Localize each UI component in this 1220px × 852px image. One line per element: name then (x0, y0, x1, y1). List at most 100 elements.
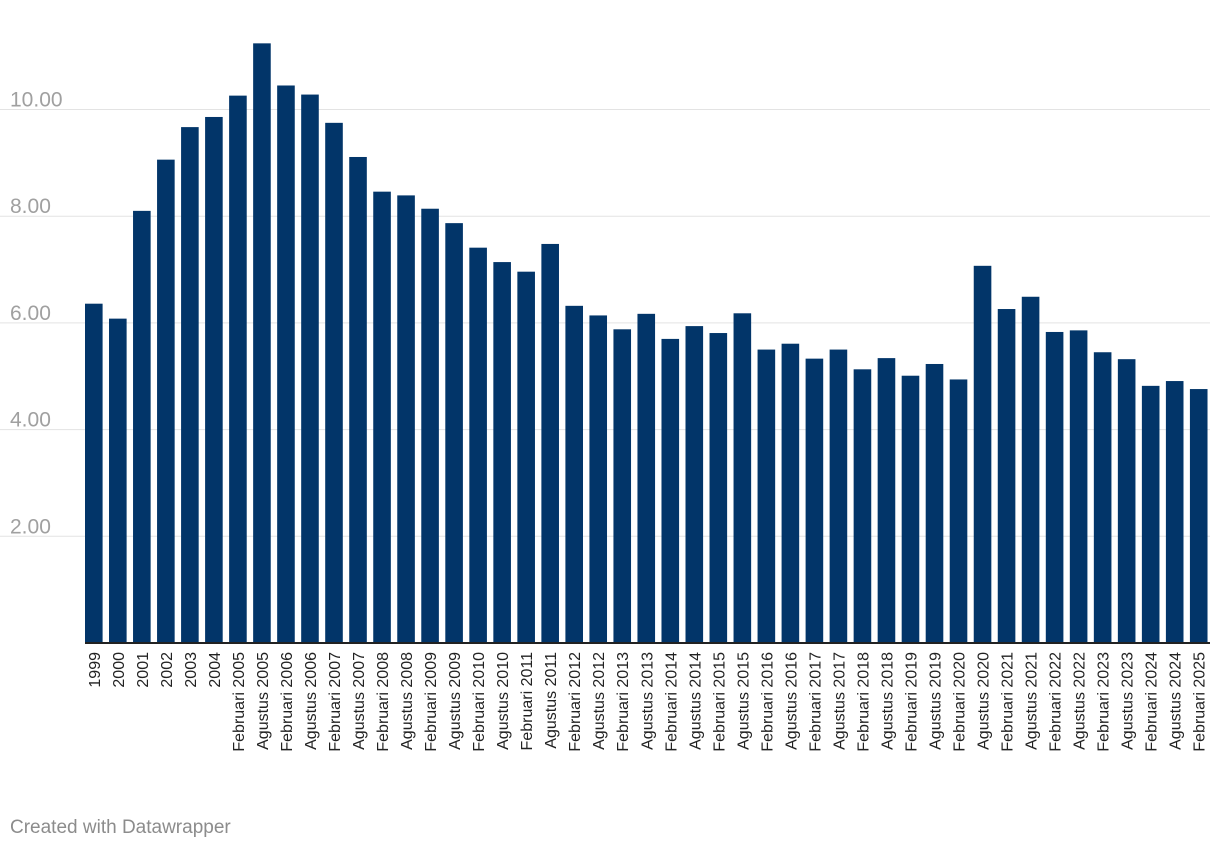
x-axis-labels: 1999 2000 2001 2002 2003 2004 Februari 2005 Agu… (87, 652, 1209, 752)
bar[interactable] (1141, 385, 1160, 643)
bar[interactable] (781, 343, 800, 643)
y-axis-ticks: 2.00 4.00 6.00 8.00 10.00 (10, 89, 63, 539)
bar[interactable] (301, 94, 319, 643)
bar[interactable] (325, 122, 343, 643)
x-category-label: Februari 2023 (1096, 652, 1113, 752)
bar[interactable] (541, 243, 559, 643)
bar[interactable] (973, 265, 992, 643)
bar[interactable] (757, 349, 776, 643)
x-category-label: Februari 2012 (567, 652, 584, 752)
datawrapper-credit[interactable]: Created with Datawrapper (10, 817, 231, 838)
bar[interactable] (709, 333, 728, 643)
bar[interactable] (205, 116, 223, 644)
x-category-label: Agustus 2010 (495, 652, 512, 750)
bar[interactable] (349, 156, 367, 643)
x-category-label: Februari 2025 (1192, 652, 1209, 752)
bar[interactable] (949, 379, 968, 643)
x-category-label: Agustus 2015 (735, 652, 752, 750)
x-category-label: Februari 2005 (231, 652, 248, 752)
x-category-label: 2001 (135, 652, 152, 688)
y-tick-label: 8.00 (10, 195, 51, 218)
bar[interactable] (853, 369, 872, 643)
bar[interactable] (229, 95, 247, 643)
x-category-label: 2003 (183, 652, 200, 688)
bar[interactable] (517, 271, 535, 643)
x-category-label: Februari 2024 (1144, 652, 1161, 752)
bar[interactable] (877, 358, 896, 643)
bar[interactable] (133, 210, 151, 644)
bar[interactable] (1189, 389, 1208, 643)
x-category-label: Februari 2006 (279, 652, 296, 752)
bar[interactable] (421, 208, 439, 643)
bar[interactable] (637, 313, 656, 643)
x-category-label: Agustus 2024 (1168, 652, 1185, 750)
bar[interactable] (85, 303, 103, 643)
bar[interactable] (565, 305, 583, 643)
bar[interactable] (109, 318, 127, 643)
x-category-label: 2000 (111, 652, 128, 688)
bar[interactable] (829, 349, 848, 643)
bar[interactable] (397, 195, 415, 643)
x-category-label: Agustus 2016 (783, 652, 800, 750)
bar[interactable] (1021, 296, 1040, 643)
y-tick-label: 2.00 (10, 515, 51, 538)
x-category-label: Agustus 2007 (351, 652, 368, 750)
x-category-label: Agustus 2012 (591, 652, 608, 750)
bar[interactable] (1093, 352, 1112, 643)
bar[interactable] (181, 127, 199, 644)
x-category-label: Agustus 2019 (928, 652, 945, 750)
bar[interactable] (589, 315, 608, 643)
x-category-label: Agustus 2014 (687, 652, 704, 750)
x-category-label: Agustus 2021 (1024, 652, 1041, 750)
bar[interactable] (493, 262, 511, 643)
bar[interactable] (901, 375, 920, 643)
x-category-label: Februari 2022 (1048, 652, 1065, 752)
bar[interactable] (733, 313, 752, 643)
bar[interactable] (253, 43, 271, 643)
bar[interactable] (613, 329, 632, 643)
bar[interactable] (445, 223, 463, 643)
bar[interactable] (469, 247, 487, 643)
bar[interactable] (157, 159, 175, 644)
y-tick-label: 10.00 (10, 89, 63, 112)
x-category-label: Februari 2009 (423, 652, 440, 752)
bar[interactable] (925, 363, 944, 643)
x-category-label: Februari 2016 (759, 652, 776, 752)
x-category-label: Agustus 2018 (879, 652, 896, 750)
bar[interactable] (1117, 359, 1136, 643)
x-category-label: Februari 2019 (903, 652, 920, 752)
x-category-label: Agustus 2011 (543, 652, 560, 749)
bar[interactable] (661, 338, 680, 643)
bar[interactable] (1165, 381, 1184, 643)
x-category-label: Agustus 2022 (1072, 652, 1089, 750)
x-category-label: Agustus 2023 (1120, 652, 1137, 750)
bar-chart: 2.00 4.00 6.00 8.00 10.00 1999 2000 2001 2002 20… (0, 43, 1210, 752)
bar[interactable] (685, 326, 704, 643)
x-category-label: Februari 2008 (375, 652, 392, 752)
bar[interactable] (997, 309, 1016, 643)
bar[interactable] (1069, 330, 1088, 643)
bars (85, 43, 1208, 644)
x-category-label: Februari 2011 (519, 652, 536, 751)
x-category-label: Februari 2014 (663, 652, 680, 752)
bar[interactable] (1045, 331, 1064, 643)
bar[interactable] (373, 191, 391, 643)
y-tick-label: 4.00 (10, 409, 51, 432)
y-tick-label: 6.00 (10, 302, 51, 325)
x-category-label: Februari 2017 (807, 652, 824, 752)
x-category-label: Februari 2007 (327, 652, 344, 752)
bar[interactable] (805, 358, 824, 643)
x-category-label: 2002 (159, 652, 176, 688)
x-category-label: Agustus 2006 (303, 652, 320, 750)
x-category-label: Februari 2015 (711, 652, 728, 752)
x-category-label: 1999 (87, 652, 104, 688)
bar[interactable] (277, 85, 295, 644)
x-category-label: 2004 (207, 652, 224, 688)
x-category-label: Agustus 2013 (639, 652, 656, 750)
x-category-label: Agustus 2005 (255, 652, 272, 750)
x-category-label: Agustus 2009 (447, 652, 464, 750)
x-category-label: Februari 2020 (952, 652, 969, 752)
x-category-label: Februari 2021 (1000, 652, 1017, 752)
x-category-label: Februari 2010 (471, 652, 488, 752)
x-category-label: Agustus 2017 (831, 652, 848, 750)
